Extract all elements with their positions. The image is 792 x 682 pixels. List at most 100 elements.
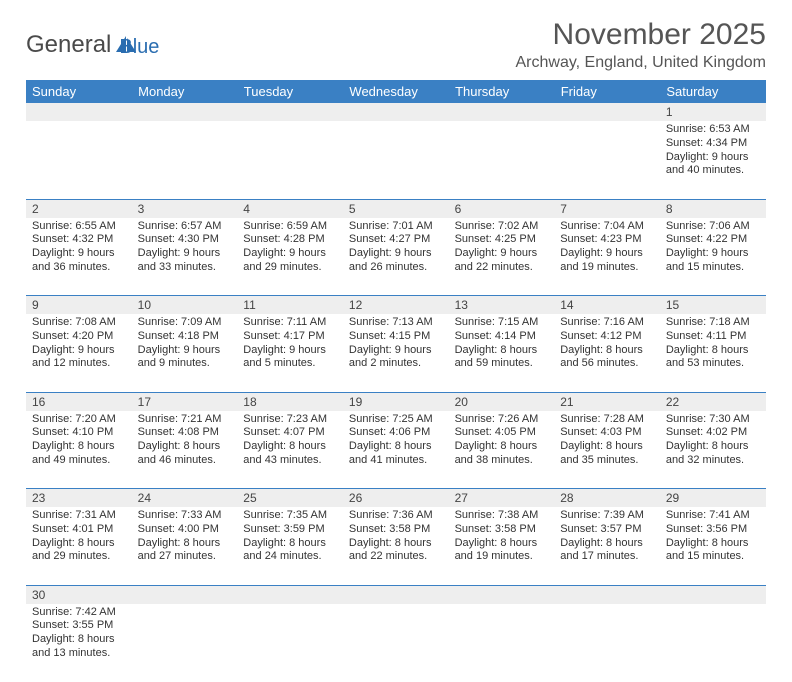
day-details: Sunrise: 7:33 AMSunset: 4:00 PMDaylight:…	[132, 507, 238, 568]
day-cell	[660, 604, 766, 682]
daynum-row: 30	[26, 585, 766, 604]
sunrise-text: Sunrise: 7:33 AM	[138, 509, 232, 523]
daylight-text: Daylight: 8 hours and 29 minutes.	[32, 537, 126, 565]
day-cell: Sunrise: 6:53 AMSunset: 4:34 PMDaylight:…	[660, 121, 766, 199]
sunset-text: Sunset: 4:05 PM	[455, 426, 549, 440]
day-number-cell: 29	[660, 489, 766, 508]
day-cell: Sunrise: 7:18 AMSunset: 4:11 PMDaylight:…	[660, 314, 766, 392]
day-cell: Sunrise: 7:39 AMSunset: 3:57 PMDaylight:…	[554, 507, 660, 585]
sunrise-text: Sunrise: 7:15 AM	[455, 316, 549, 330]
sunrise-text: Sunrise: 6:53 AM	[666, 123, 760, 137]
sunset-text: Sunset: 4:00 PM	[138, 523, 232, 537]
daylight-text: Daylight: 9 hours and 33 minutes.	[138, 247, 232, 275]
sunrise-text: Sunrise: 6:59 AM	[243, 220, 337, 234]
day-number-cell: 7	[554, 199, 660, 218]
day-cell: Sunrise: 7:13 AMSunset: 4:15 PMDaylight:…	[343, 314, 449, 392]
day-details: Sunrise: 7:35 AMSunset: 3:59 PMDaylight:…	[237, 507, 343, 568]
sunset-text: Sunset: 4:22 PM	[666, 233, 760, 247]
day-cell: Sunrise: 7:02 AMSunset: 4:25 PMDaylight:…	[449, 218, 555, 296]
sunrise-text: Sunrise: 7:01 AM	[349, 220, 443, 234]
day-number-cell	[449, 585, 555, 604]
day-cell	[554, 121, 660, 199]
day-number-cell: 22	[660, 392, 766, 411]
location: Archway, England, United Kingdom	[515, 54, 766, 72]
day-number-cell: 10	[132, 296, 238, 315]
sunset-text: Sunset: 4:03 PM	[560, 426, 654, 440]
day-number-cell: 3	[132, 199, 238, 218]
sunrise-text: Sunrise: 7:42 AM	[32, 606, 126, 620]
day-details: Sunrise: 7:31 AMSunset: 4:01 PMDaylight:…	[26, 507, 132, 568]
day-details: Sunrise: 7:09 AMSunset: 4:18 PMDaylight:…	[132, 314, 238, 375]
day-number-cell	[237, 103, 343, 121]
day-number-cell	[237, 585, 343, 604]
day-number-cell: 14	[554, 296, 660, 315]
sunset-text: Sunset: 4:08 PM	[138, 426, 232, 440]
day-header: Friday	[554, 80, 660, 103]
sunrise-text: Sunrise: 7:38 AM	[455, 509, 549, 523]
day-number-cell: 8	[660, 199, 766, 218]
day-cell: Sunrise: 7:38 AMSunset: 3:58 PMDaylight:…	[449, 507, 555, 585]
day-cell	[449, 604, 555, 682]
logo-text-general: General	[26, 31, 111, 59]
sunrise-text: Sunrise: 7:21 AM	[138, 413, 232, 427]
sunset-text: Sunset: 4:15 PM	[349, 330, 443, 344]
day-number-cell	[343, 103, 449, 121]
day-header-row: Sunday Monday Tuesday Wednesday Thursday…	[26, 80, 766, 103]
day-number-cell: 30	[26, 585, 132, 604]
day-cell: Sunrise: 7:04 AMSunset: 4:23 PMDaylight:…	[554, 218, 660, 296]
day-details: Sunrise: 7:36 AMSunset: 3:58 PMDaylight:…	[343, 507, 449, 568]
day-cell: Sunrise: 7:06 AMSunset: 4:22 PMDaylight:…	[660, 218, 766, 296]
daylight-text: Daylight: 8 hours and 35 minutes.	[560, 440, 654, 468]
day-header: Wednesday	[343, 80, 449, 103]
daylight-text: Daylight: 8 hours and 32 minutes.	[666, 440, 760, 468]
daylight-text: Daylight: 8 hours and 53 minutes.	[666, 344, 760, 372]
day-cell: Sunrise: 7:41 AMSunset: 3:56 PMDaylight:…	[660, 507, 766, 585]
sunrise-text: Sunrise: 7:26 AM	[455, 413, 549, 427]
day-number-cell	[132, 103, 238, 121]
calendar: Sunday Monday Tuesday Wednesday Thursday…	[26, 80, 766, 682]
daylight-text: Daylight: 9 hours and 9 minutes.	[138, 344, 232, 372]
day-header: Saturday	[660, 80, 766, 103]
day-cell: Sunrise: 7:08 AMSunset: 4:20 PMDaylight:…	[26, 314, 132, 392]
day-number-cell: 6	[449, 199, 555, 218]
day-details: Sunrise: 7:41 AMSunset: 3:56 PMDaylight:…	[660, 507, 766, 568]
daylight-text: Daylight: 9 hours and 19 minutes.	[560, 247, 654, 275]
daylight-text: Daylight: 8 hours and 56 minutes.	[560, 344, 654, 372]
daylight-text: Daylight: 8 hours and 15 minutes.	[666, 537, 760, 565]
day-cell	[237, 121, 343, 199]
sunset-text: Sunset: 4:12 PM	[560, 330, 654, 344]
day-number-cell: 21	[554, 392, 660, 411]
week-row: Sunrise: 6:53 AMSunset: 4:34 PMDaylight:…	[26, 121, 766, 199]
day-number-cell: 17	[132, 392, 238, 411]
day-cell: Sunrise: 6:55 AMSunset: 4:32 PMDaylight:…	[26, 218, 132, 296]
sunset-text: Sunset: 3:55 PM	[32, 619, 126, 633]
title-block: November 2025 Archway, England, United K…	[515, 18, 766, 72]
daynum-row: 23242526272829	[26, 489, 766, 508]
day-number-cell	[449, 103, 555, 121]
day-details: Sunrise: 7:25 AMSunset: 4:06 PMDaylight:…	[343, 411, 449, 472]
day-cell: Sunrise: 6:59 AMSunset: 4:28 PMDaylight:…	[237, 218, 343, 296]
day-cell: Sunrise: 7:11 AMSunset: 4:17 PMDaylight:…	[237, 314, 343, 392]
sunset-text: Sunset: 4:11 PM	[666, 330, 760, 344]
sunset-text: Sunset: 3:56 PM	[666, 523, 760, 537]
day-cell: Sunrise: 7:36 AMSunset: 3:58 PMDaylight:…	[343, 507, 449, 585]
daylight-text: Daylight: 8 hours and 24 minutes.	[243, 537, 337, 565]
sunrise-text: Sunrise: 7:20 AM	[32, 413, 126, 427]
day-details: Sunrise: 7:01 AMSunset: 4:27 PMDaylight:…	[343, 218, 449, 279]
day-number-cell: 16	[26, 392, 132, 411]
day-number-cell: 19	[343, 392, 449, 411]
sunrise-text: Sunrise: 7:35 AM	[243, 509, 337, 523]
day-header: Tuesday	[237, 80, 343, 103]
sunrise-text: Sunrise: 7:02 AM	[455, 220, 549, 234]
day-cell	[237, 604, 343, 682]
day-details: Sunrise: 6:59 AMSunset: 4:28 PMDaylight:…	[237, 218, 343, 279]
day-cell: Sunrise: 6:57 AMSunset: 4:30 PMDaylight:…	[132, 218, 238, 296]
header: General Blue November 2025 Archway, Engl…	[26, 18, 766, 72]
day-number-cell: 20	[449, 392, 555, 411]
week-row: Sunrise: 7:20 AMSunset: 4:10 PMDaylight:…	[26, 411, 766, 489]
sunset-text: Sunset: 4:07 PM	[243, 426, 337, 440]
day-cell: Sunrise: 7:23 AMSunset: 4:07 PMDaylight:…	[237, 411, 343, 489]
daylight-text: Daylight: 9 hours and 5 minutes.	[243, 344, 337, 372]
daylight-text: Daylight: 8 hours and 49 minutes.	[32, 440, 126, 468]
daylight-text: Daylight: 9 hours and 40 minutes.	[666, 151, 760, 179]
